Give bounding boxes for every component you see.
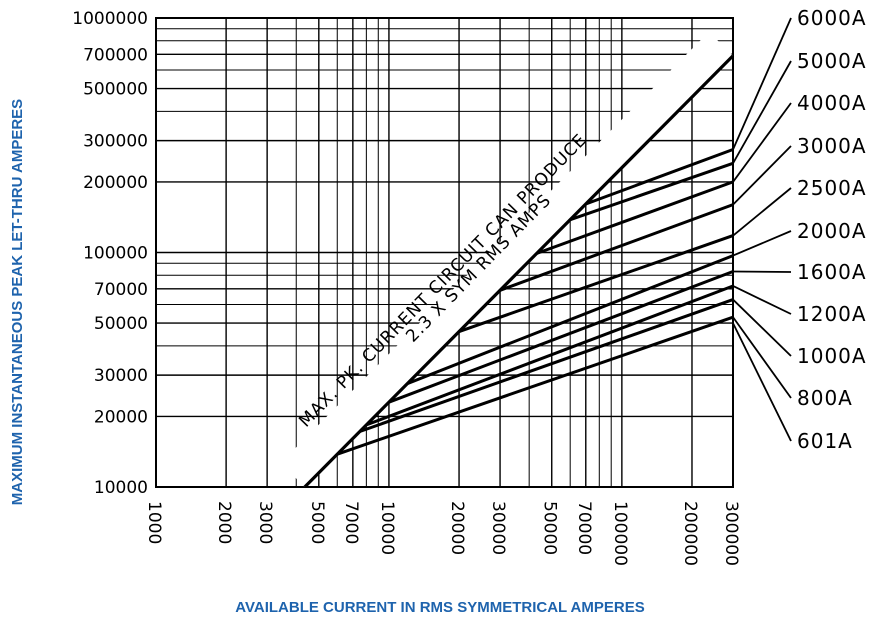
series-line bbox=[388, 270, 734, 404]
series-line bbox=[359, 298, 734, 433]
leader-line bbox=[732, 60, 792, 164]
series-line bbox=[336, 315, 734, 456]
series-line bbox=[569, 161, 734, 222]
series-line bbox=[499, 203, 734, 292]
rating-label: 601A bbox=[797, 429, 853, 453]
minor-grid bbox=[156, 18, 733, 487]
x-tick-label: 10000 bbox=[377, 501, 397, 555]
series-line bbox=[535, 180, 734, 255]
rating-label: 5000A bbox=[797, 49, 867, 73]
rating-label: 2000A bbox=[797, 219, 867, 243]
rating-label: 1200A bbox=[797, 302, 867, 326]
max-peak-line bbox=[303, 54, 735, 489]
leader-line bbox=[732, 298, 792, 357]
y-tick-label: 200000 bbox=[83, 173, 148, 193]
diagonal-annotation: MAX. PK. CURRENT CIRCUIT CAN PRODUCE 2.3… bbox=[295, 130, 591, 431]
x-tick-label: 1000 bbox=[144, 501, 164, 544]
rating-label: 1600A bbox=[797, 260, 867, 284]
series-line bbox=[365, 284, 734, 427]
x-tick-label: 7000 bbox=[341, 501, 361, 544]
y-tick-label: 10000 bbox=[94, 478, 148, 498]
y-tick-label: 20000 bbox=[94, 407, 148, 427]
rating-label: 2500A bbox=[797, 176, 867, 200]
x-tick-label: 3000 bbox=[255, 501, 275, 544]
series-line bbox=[585, 148, 734, 206]
y-tick-label: 1000000 bbox=[72, 9, 148, 29]
rating-label: 4000A bbox=[797, 91, 867, 115]
y-axis-title: MAXIMUM INSTANTANEOUS PEAK LET-THRU AMPE… bbox=[9, 99, 26, 505]
series-line bbox=[406, 254, 734, 385]
series-layer bbox=[303, 17, 792, 489]
x-tick-label: 100000 bbox=[610, 501, 630, 566]
y-tick-label: 500000 bbox=[83, 80, 148, 100]
leader-line bbox=[732, 322, 792, 442]
leader-line bbox=[732, 285, 792, 315]
rating-label: 3000A bbox=[797, 134, 867, 158]
rating-label: 800A bbox=[797, 386, 853, 410]
y-tick-label: 300000 bbox=[83, 132, 148, 152]
annotation-line1: MAX. PK. CURRENT CIRCUIT CAN PRODUCE bbox=[295, 130, 591, 431]
x-tick-label: 20000 bbox=[447, 501, 467, 555]
y-tick-label: 30000 bbox=[94, 366, 148, 386]
x-tick-label: 5000 bbox=[307, 501, 327, 544]
leader-line bbox=[732, 187, 792, 237]
y-tick-label: 50000 bbox=[94, 314, 148, 334]
x-tick-label: 2000 bbox=[214, 501, 234, 544]
x-axis-title: AVAILABLE CURRENT IN RMS SYMMETRICAL AMP… bbox=[235, 599, 644, 616]
leader-line bbox=[732, 316, 792, 399]
leader-line bbox=[732, 145, 792, 206]
series-line bbox=[458, 234, 734, 334]
leader-line bbox=[732, 270, 792, 273]
labels-layer: 1000 2000 3000 5000 7000 10000 20000 30000 50000… bbox=[72, 6, 867, 566]
x-tick-label: 200000 bbox=[680, 501, 700, 566]
x-tick-label: 70000 bbox=[574, 501, 594, 555]
x-tick-label: 300000 bbox=[721, 501, 741, 566]
annotation-band bbox=[280, 31, 733, 487]
rating-label: 6000A bbox=[797, 6, 867, 30]
leader-line bbox=[732, 102, 792, 183]
y-tick-label: 70000 bbox=[94, 280, 148, 300]
y-tick-label: 700000 bbox=[83, 45, 148, 65]
x-tick-label: 30000 bbox=[488, 501, 508, 555]
leader-line bbox=[732, 17, 792, 150]
rating-label: 1000A bbox=[797, 344, 867, 368]
x-tick-label: 50000 bbox=[540, 501, 560, 555]
y-tick-label: 100000 bbox=[83, 244, 148, 264]
leader-line bbox=[732, 230, 792, 257]
